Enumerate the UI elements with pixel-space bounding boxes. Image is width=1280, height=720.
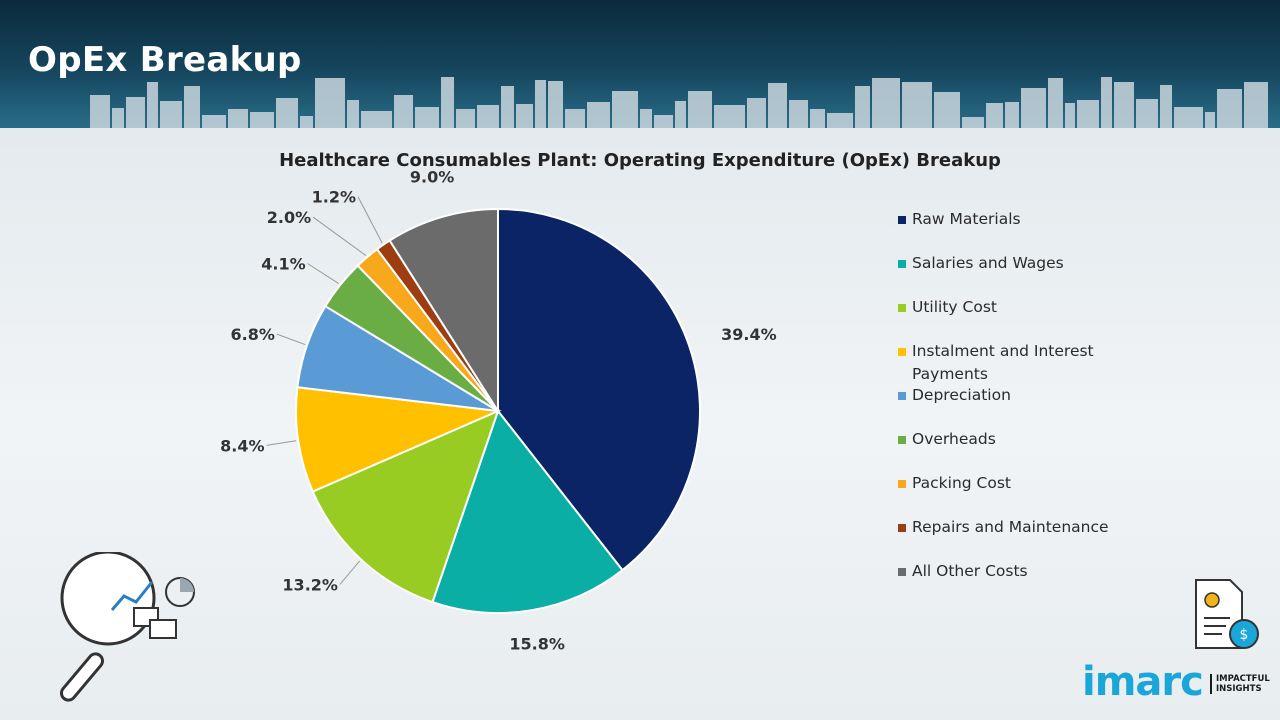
- legend-swatch: [898, 524, 906, 532]
- pie-leader-2: [339, 560, 361, 585]
- legend-label: Packing Cost: [912, 474, 1012, 492]
- legend-item: All Other Costs: [898, 560, 1128, 583]
- pie-slice-1: [431, 408, 624, 614]
- legend-label: Overheads: [912, 430, 996, 448]
- legend-label: Instalment and Interest Payments: [912, 342, 1094, 383]
- legend-swatch: [898, 392, 906, 400]
- legend-swatch: [898, 436, 906, 444]
- legend-item: Instalment and Interest Payments: [898, 340, 1128, 386]
- cost-document-icon: $: [1195, 579, 1259, 649]
- legend-swatch: [898, 480, 906, 488]
- logo-wordmark: imarc: [1082, 659, 1204, 705]
- pie-slice-2: [311, 409, 500, 604]
- legend-item: Depreciation: [898, 384, 1128, 407]
- pie-slice-8: [388, 207, 499, 415]
- analytics-magnifier-icon: [60, 552, 195, 702]
- logo-tagline: IMPACTFUL INSIGHTS: [1210, 674, 1280, 694]
- pie-leader-3: [266, 440, 297, 446]
- pie-leader-6: [312, 216, 367, 256]
- chart-title-text: Healthcare Consumables Plant: Operating …: [279, 150, 1001, 171]
- legend-item: Utility Cost: [898, 296, 1128, 319]
- pie-slice-0: [497, 207, 701, 572]
- legend-item: Packing Cost: [898, 472, 1128, 495]
- pie-slice-3: [295, 386, 502, 493]
- pie-label-0: 39.4%: [721, 325, 777, 344]
- chart-title: Healthcare Consumables Plant: Operating …: [0, 150, 1280, 171]
- pie-label-1: 15.8%: [509, 635, 565, 654]
- pie-label-3: 8.4%: [220, 436, 264, 455]
- pie-label-4: 6.8%: [230, 325, 274, 344]
- legend-item: Salaries and Wages: [898, 252, 1128, 275]
- legend-label: Utility Cost: [912, 298, 997, 316]
- legend-label: Depreciation: [912, 386, 1011, 404]
- pie-label-5: 4.1%: [261, 255, 305, 274]
- legend-swatch: [898, 568, 906, 576]
- legend-swatch: [898, 260, 906, 268]
- pie-leader-4: [276, 333, 306, 346]
- page-title: OpEx Breakup: [28, 40, 302, 80]
- legend-label: Repairs and Maintenance: [912, 518, 1109, 536]
- legend-item: Raw Materials: [898, 208, 1128, 231]
- legend-swatch: [898, 348, 906, 356]
- pie-label-6: 2.0%: [267, 208, 311, 227]
- pie-leader-5: [307, 263, 339, 285]
- legend-swatch: [898, 304, 906, 312]
- pie-label-2: 13.2%: [282, 575, 338, 594]
- pie-leader-7: [357, 196, 383, 244]
- svg-text:$: $: [1240, 627, 1249, 643]
- pie-label-7: 1.2%: [312, 188, 356, 207]
- legend-swatch: [898, 216, 906, 224]
- legend-item: Overheads: [898, 428, 1128, 451]
- legend-label: Salaries and Wages: [912, 254, 1064, 272]
- pie-label-8: 9.0%: [410, 167, 454, 186]
- legend-item: Repairs and Maintenance: [898, 516, 1128, 539]
- header-banner: OpEx Breakup: [0, 0, 1280, 128]
- legend-label: All Other Costs: [912, 562, 1028, 580]
- city-skyline: [90, 77, 1268, 128]
- legend-label: Raw Materials: [912, 210, 1021, 228]
